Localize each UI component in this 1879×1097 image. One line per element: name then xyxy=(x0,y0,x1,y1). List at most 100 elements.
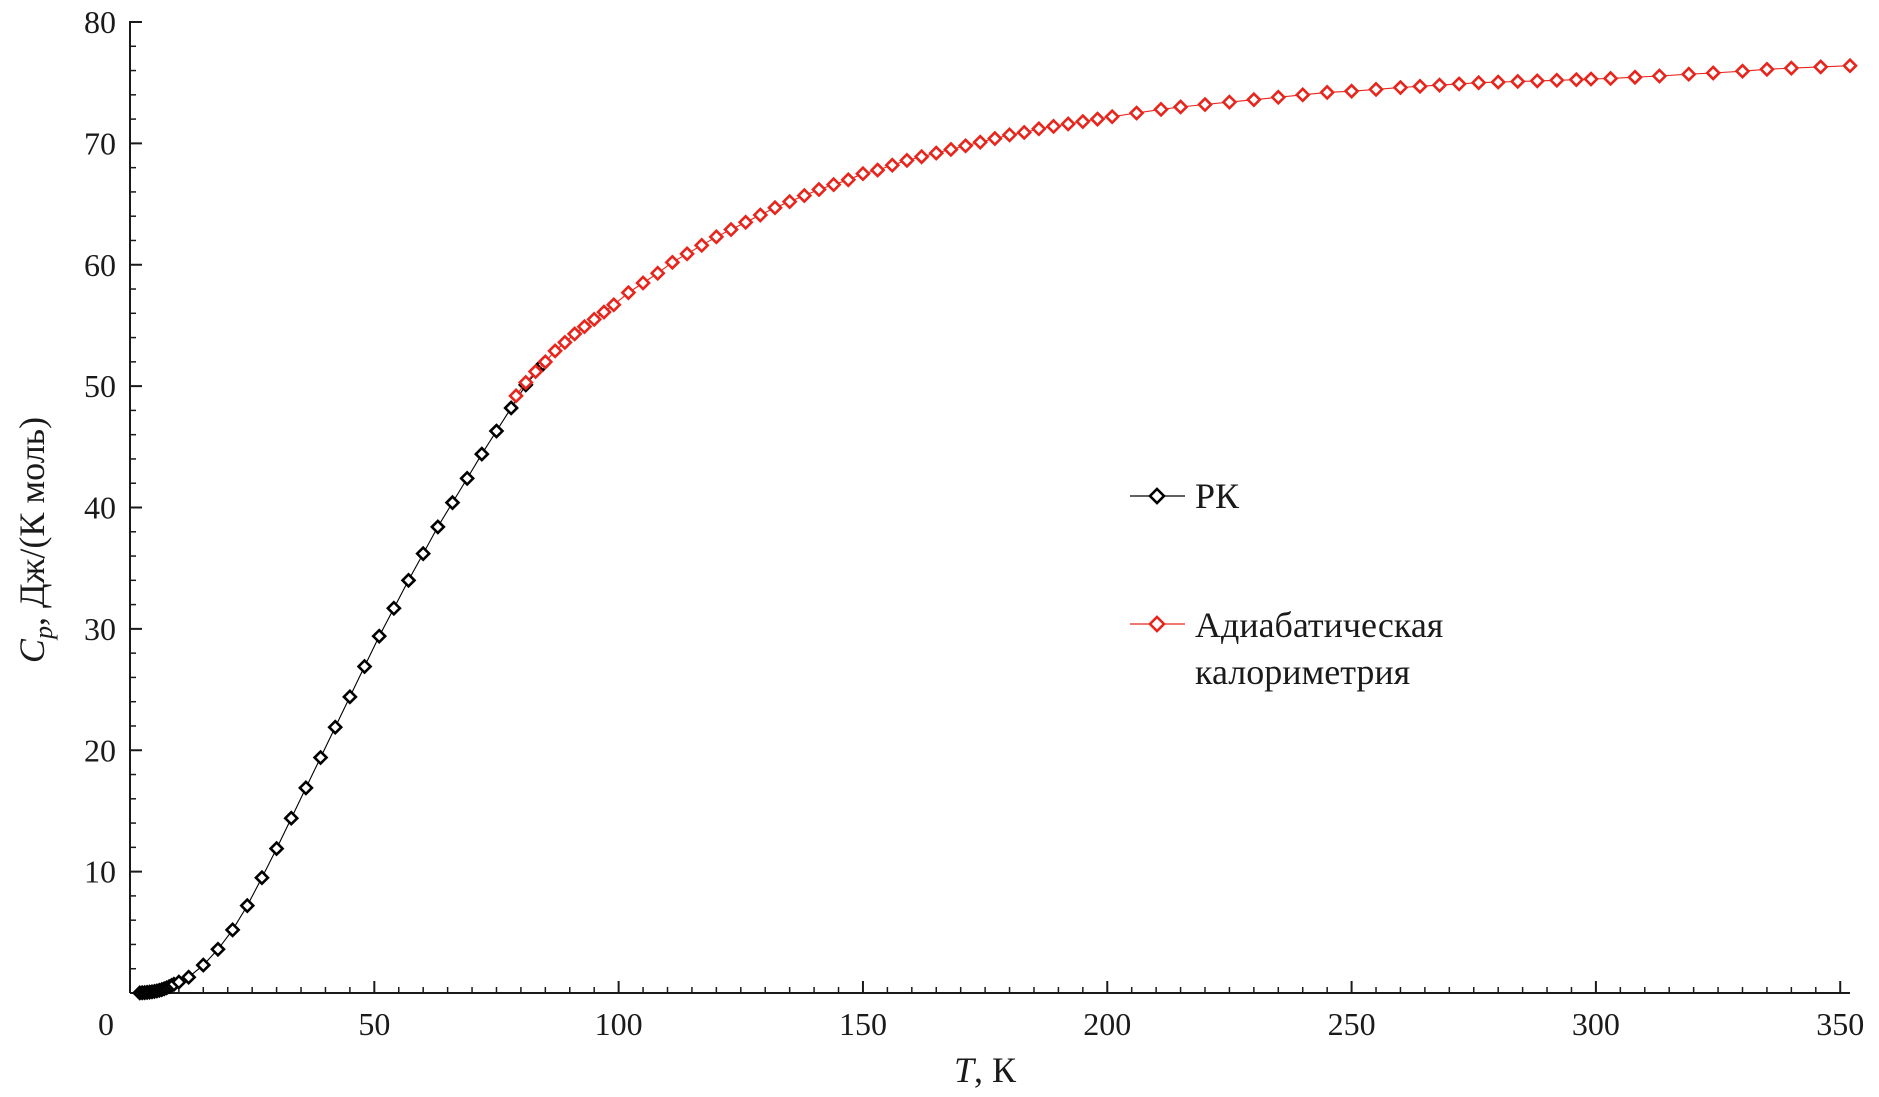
legend: РК Адиабатическая калориметрия xyxy=(1130,476,1452,692)
data-point xyxy=(869,162,886,178)
x-tick-label: 100 xyxy=(595,1006,643,1042)
data-point xyxy=(1451,76,1467,92)
data-point xyxy=(537,354,554,370)
data-point xyxy=(342,689,358,705)
y-axis-title: Cp, Дж/(К моль) xyxy=(12,417,58,663)
y-axis-var-subscript: p xyxy=(29,626,58,641)
data-point xyxy=(1529,73,1546,89)
data-point xyxy=(649,265,666,282)
x-tick-label: 250 xyxy=(1328,1006,1376,1042)
data-point xyxy=(972,134,989,150)
y-tick-label: 70 xyxy=(84,125,116,161)
axes xyxy=(129,21,1850,994)
data-point xyxy=(957,137,974,154)
data-point xyxy=(825,176,842,193)
data-point xyxy=(679,245,695,262)
data-point xyxy=(268,840,285,857)
data-point xyxy=(566,326,583,342)
data-point xyxy=(928,145,945,161)
data-point xyxy=(283,810,300,827)
data-point xyxy=(1128,105,1145,121)
data-point xyxy=(239,897,256,914)
legend-label-adiabatic-line2: калориметрия xyxy=(1195,652,1410,692)
data-point xyxy=(1197,96,1213,113)
data-point xyxy=(1568,71,1585,88)
legend-item-rk: РК xyxy=(1130,476,1240,516)
data-point xyxy=(1246,91,1262,108)
data-point xyxy=(312,749,329,766)
data-point xyxy=(298,780,314,796)
data-point xyxy=(224,922,241,938)
data-point xyxy=(371,628,388,644)
x-axis-unit: , К xyxy=(974,1050,1017,1090)
y-axis-var: C xyxy=(12,638,52,663)
data-point xyxy=(527,363,544,380)
data-point xyxy=(811,181,827,198)
data-point xyxy=(171,974,187,990)
data-point xyxy=(1412,78,1428,95)
data-point xyxy=(547,343,563,359)
legend-label-adiabatic: Адиабатическая калориметрия xyxy=(1195,605,1452,692)
data-point xyxy=(723,221,739,238)
data-point xyxy=(1045,118,1062,135)
data-point xyxy=(254,869,270,886)
y-tick-label: 10 xyxy=(84,854,116,890)
y-tick-label: 30 xyxy=(84,611,116,647)
data-point xyxy=(1509,73,1526,90)
y-tick-label: 50 xyxy=(84,368,116,404)
tick-labels: 0 50 100 150 200 250 300 350 10 20 30 40 50 60 70 80 xyxy=(84,4,1864,1042)
data-point xyxy=(1470,74,1487,91)
data-point xyxy=(1172,99,1189,115)
data-point xyxy=(1431,77,1448,93)
data-point xyxy=(1759,61,1775,78)
data-point xyxy=(1812,59,1829,75)
x-tick-label: 350 xyxy=(1816,1006,1864,1042)
x-axis-var: T xyxy=(954,1050,977,1090)
data-point xyxy=(635,275,651,291)
data-point xyxy=(855,165,871,182)
data-point xyxy=(576,318,593,335)
data-point xyxy=(1490,74,1507,90)
data-point xyxy=(1089,111,1106,127)
legend-marker-rk xyxy=(1148,487,1166,505)
legend-label-rk: РК xyxy=(1195,476,1240,516)
data-point xyxy=(1548,72,1565,89)
data-point xyxy=(1221,94,1238,110)
data-point xyxy=(195,957,212,973)
legend-marker-adiabatic xyxy=(1148,615,1166,633)
x-tick-label: 300 xyxy=(1572,1006,1620,1042)
data-point xyxy=(1680,66,1697,83)
data-point xyxy=(781,193,798,210)
data-point xyxy=(473,446,490,462)
data-point xyxy=(1319,84,1335,101)
x-tick-label: 0 xyxy=(98,1006,114,1042)
data-point xyxy=(840,171,857,188)
data-point xyxy=(1734,63,1751,79)
data-point xyxy=(1153,101,1169,118)
data-point xyxy=(1705,65,1722,81)
data-point xyxy=(517,374,534,391)
data-point xyxy=(1016,124,1033,141)
data-point xyxy=(1583,71,1599,87)
data-point xyxy=(1343,83,1360,100)
data-point xyxy=(1001,127,1018,143)
data-point xyxy=(620,284,637,301)
data-point xyxy=(386,600,402,617)
data-point xyxy=(913,148,930,165)
data-point xyxy=(180,969,197,986)
data-point xyxy=(1842,57,1858,74)
data-point xyxy=(884,157,901,174)
data-point xyxy=(400,572,417,589)
data-point xyxy=(1783,60,1800,76)
data-point xyxy=(752,207,769,223)
data-point xyxy=(737,214,754,231)
data-point xyxy=(1602,70,1619,87)
data-point xyxy=(1368,81,1384,98)
x-tick-label: 50 xyxy=(358,1006,390,1042)
data-point xyxy=(1031,120,1047,137)
data-point xyxy=(356,658,373,675)
y-tick-label: 60 xyxy=(84,247,116,283)
data-point xyxy=(1270,89,1287,106)
data-point xyxy=(1627,69,1643,86)
